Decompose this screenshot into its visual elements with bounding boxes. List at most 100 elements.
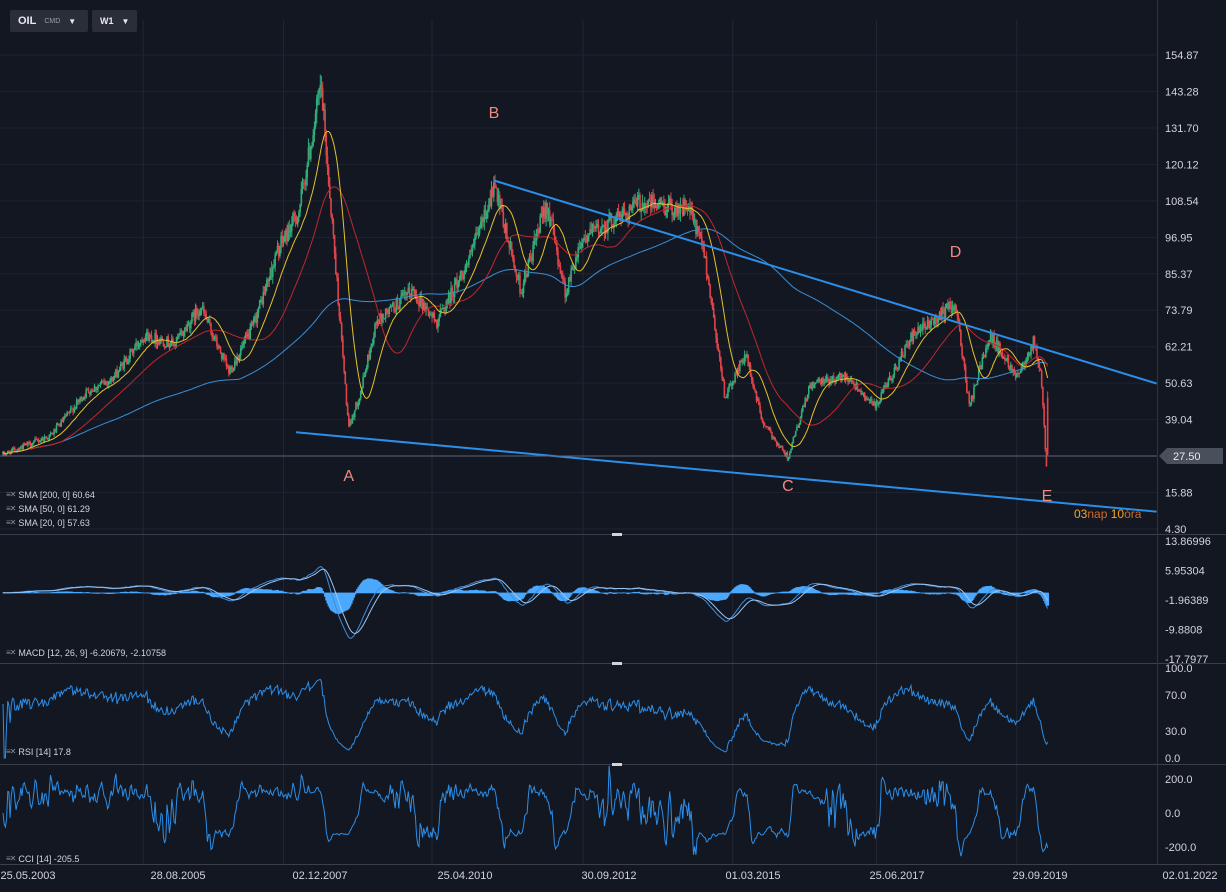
time-axis-tick: 25.05.2003	[0, 870, 55, 882]
candle-body	[551, 219, 553, 221]
candle-body	[334, 253, 337, 274]
candle-body	[21, 446, 23, 450]
candle-body	[1005, 360, 1007, 362]
candle-body	[554, 236, 557, 241]
candle-body	[162, 341, 165, 347]
candle-body	[395, 298, 398, 312]
candle-body	[87, 389, 90, 393]
candle-body	[368, 354, 370, 359]
price-axis-tick: 62.21	[1165, 342, 1193, 354]
candle	[363, 371, 366, 378]
candle	[930, 316, 932, 331]
candle	[349, 418, 351, 427]
macd-bar	[549, 591, 553, 594]
candle-body	[822, 377, 824, 384]
candle	[698, 225, 701, 240]
candle	[973, 383, 975, 403]
price-axis-tick: 4.30	[1165, 524, 1186, 536]
candle-body	[200, 308, 203, 312]
candle-body	[78, 400, 80, 402]
candle	[232, 367, 235, 372]
timeframe-selector[interactable]: W1 ▼	[92, 10, 138, 32]
candle-body	[289, 231, 292, 233]
settings-close-icon[interactable]: ≡✕	[6, 747, 16, 756]
candle	[1010, 361, 1012, 374]
candle	[452, 291, 455, 304]
candle-body	[273, 266, 275, 268]
candle	[111, 376, 114, 382]
candle	[313, 121, 316, 142]
candle-body	[869, 398, 872, 401]
legend-sma50-text: SMA [50, 0] 61.29	[18, 503, 90, 514]
settings-close-icon[interactable]: ≡✕	[6, 504, 16, 513]
candle-body	[147, 331, 149, 342]
candle	[447, 289, 450, 305]
candle-body	[723, 381, 726, 398]
candle	[615, 212, 618, 228]
candle	[415, 289, 418, 304]
candle-body	[629, 205, 632, 211]
candle-body	[424, 302, 426, 312]
candle	[708, 275, 710, 286]
candle-body	[698, 231, 701, 233]
candle-body	[714, 317, 716, 330]
candle	[359, 390, 362, 401]
candle-body	[899, 357, 902, 360]
candle-body	[411, 289, 413, 298]
candle	[317, 90, 319, 106]
settings-close-icon[interactable]: ≡✕	[6, 490, 16, 499]
candle-body	[657, 204, 659, 208]
candle	[311, 141, 313, 150]
candle-body	[81, 399, 84, 401]
candle	[387, 308, 389, 318]
pane-resize-handle	[612, 533, 622, 536]
candle-body	[735, 373, 738, 375]
candle-body	[305, 177, 307, 185]
candle-body	[212, 337, 215, 340]
candle-body	[523, 270, 526, 284]
candle-body	[77, 399, 79, 402]
candle-body	[910, 332, 912, 341]
settings-close-icon[interactable]: ≡✕	[6, 854, 16, 863]
candle	[652, 189, 654, 209]
legend-sma50[interactable]: ≡✕ SMA [50, 0] 61.29	[6, 502, 90, 515]
legend-rsi[interactable]: ≡✕ RSI [14] 17.8	[6, 745, 71, 758]
legend-macd[interactable]: ≡✕ MACD [12, 26, 9] -6.20679, -2.10758	[6, 646, 166, 659]
settings-close-icon[interactable]: ≡✕	[6, 648, 16, 657]
macd-bar	[352, 592, 355, 598]
candle-body	[676, 205, 678, 216]
legend-cci[interactable]: ≡✕ CCI [14] -205.5	[6, 852, 79, 865]
candle	[301, 177, 304, 195]
settings-close-icon[interactable]: ≡✕	[6, 518, 16, 527]
candle-body	[906, 344, 909, 346]
candle-body	[620, 213, 622, 220]
candle-body	[712, 308, 715, 318]
candle	[83, 396, 85, 400]
candle	[418, 298, 420, 312]
candle-body	[181, 331, 184, 336]
candle-body	[903, 355, 905, 357]
candle-body	[93, 386, 96, 392]
legend-sma20[interactable]: ≡✕ SMA [20, 0] 57.63	[6, 516, 90, 529]
candle	[294, 211, 297, 228]
candle-body	[122, 363, 124, 369]
legend-sma200[interactable]: ≡✕ SMA [200, 0] 60.64	[6, 488, 95, 501]
candle-body	[218, 346, 221, 349]
candle-body	[892, 375, 894, 379]
candle-body	[208, 319, 211, 324]
candle	[165, 346, 167, 349]
candle-body	[256, 312, 259, 323]
candle-body	[494, 182, 496, 188]
candle	[364, 368, 367, 378]
candle-body	[453, 283, 456, 298]
candle	[1017, 370, 1019, 377]
candle-body	[999, 343, 1001, 354]
candle	[601, 218, 603, 236]
candle	[351, 414, 354, 424]
candle-body	[510, 242, 513, 255]
candle-body	[1017, 373, 1019, 375]
candle	[220, 352, 223, 362]
candle	[881, 389, 884, 394]
symbol-selector[interactable]: OIL CMD ▼	[10, 10, 88, 32]
